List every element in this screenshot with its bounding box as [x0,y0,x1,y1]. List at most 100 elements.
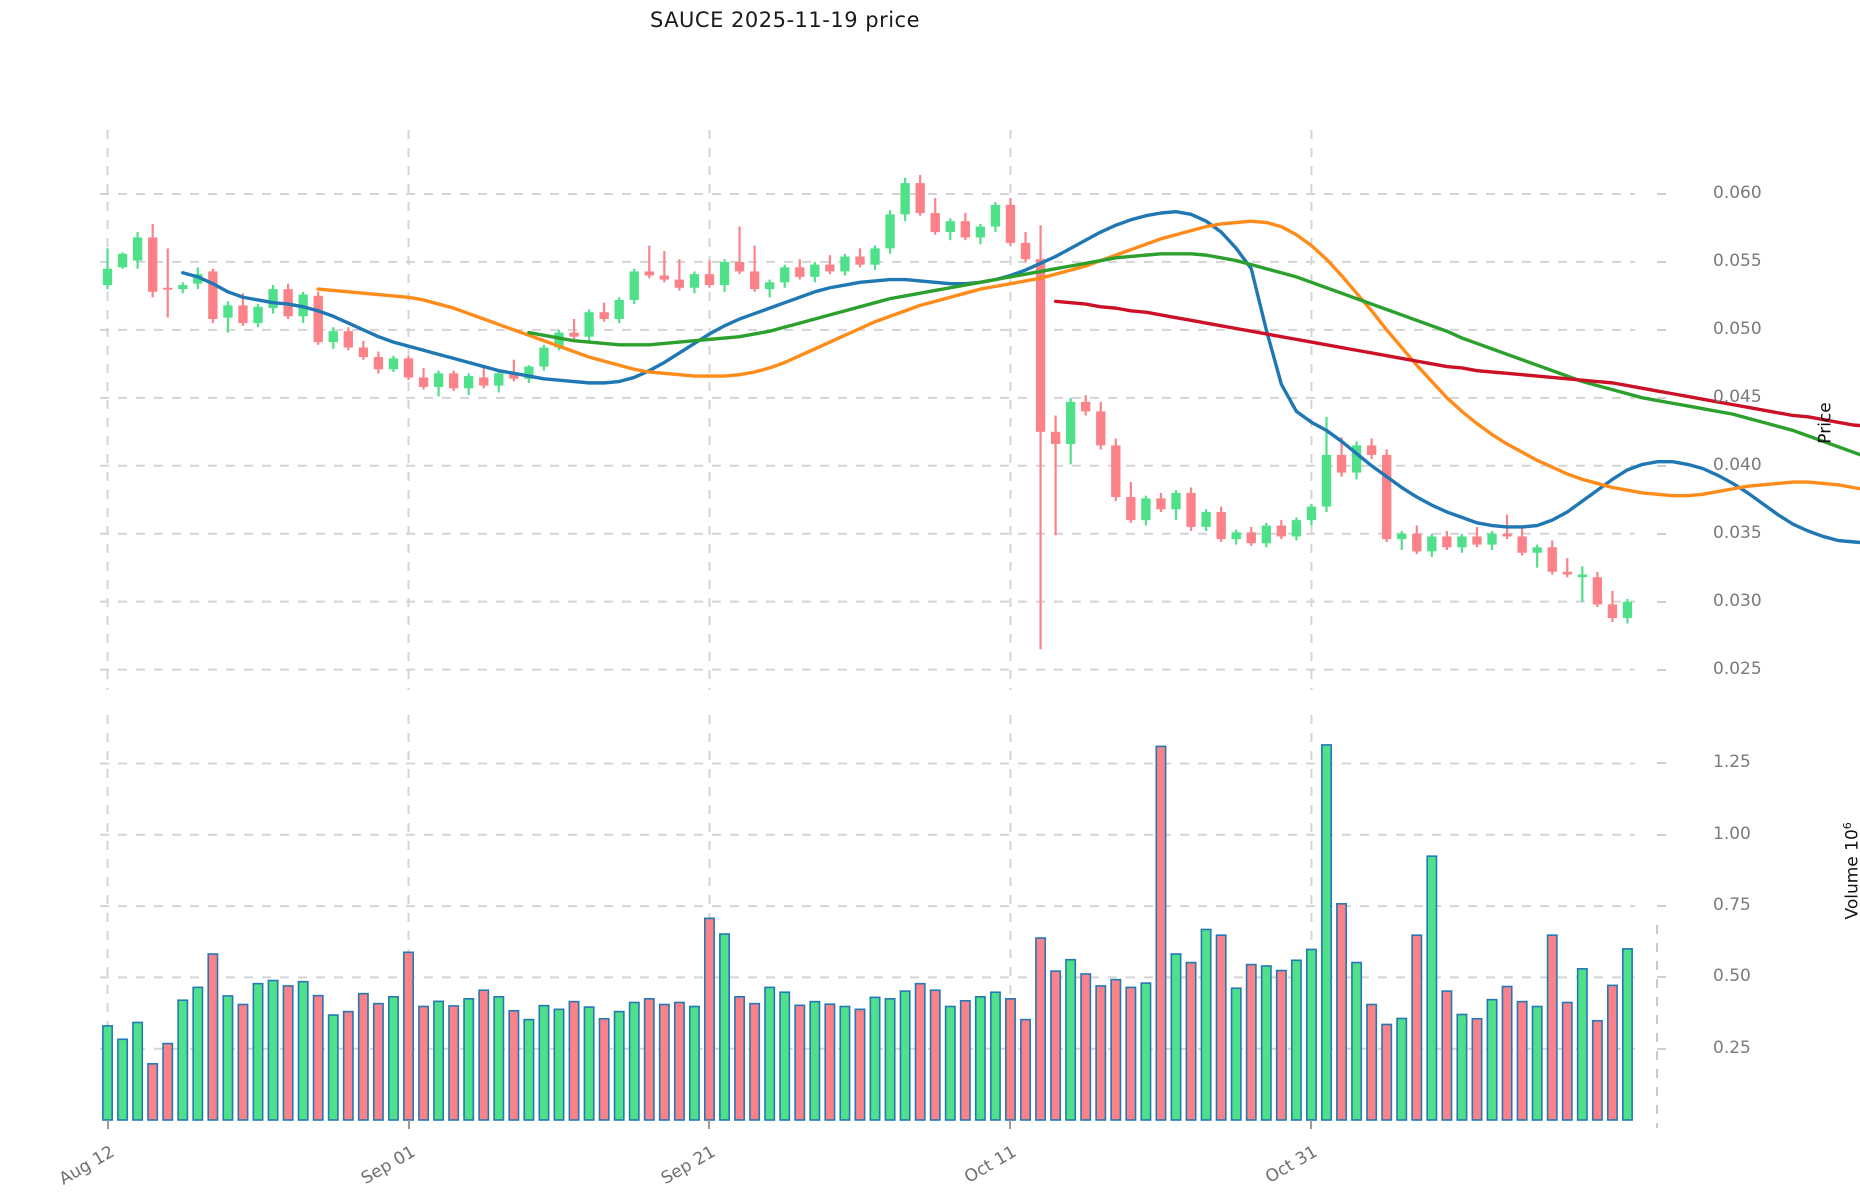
candlestick [539,347,549,367]
volume-bar [147,1063,159,1121]
candlestick [975,226,986,238]
candlestick [1216,511,1226,540]
axis-tick-label: 0.25 [1713,1037,1751,1058]
volume-bar [974,995,986,1121]
volume-bar [1336,903,1348,1121]
candlestick [1141,498,1151,521]
volume-bar [749,1002,761,1121]
volume-bar [658,1003,670,1121]
volume-bar [433,1000,445,1121]
candlestick [1336,454,1347,473]
volume-bar [1321,744,1332,1121]
volume-bar [779,991,791,1121]
candlestick [1547,547,1557,572]
volume-bar [944,1005,956,1121]
x-axis-tick-mark [407,1120,410,1129]
candlestick [945,221,955,233]
axis-tick-mark [1657,668,1703,671]
candlestick [825,264,835,272]
candlestick [403,358,414,378]
axis-tick-mark [1657,833,1703,836]
volume-bar [1005,997,1016,1121]
volume-bar [1366,1003,1378,1121]
volume-axis-title: Volume 106 [1841,822,1860,919]
axis-tick-mark [1657,464,1703,467]
volume-bar [1155,745,1167,1121]
volume-bar [1305,948,1317,1121]
candlestick [1156,498,1166,510]
candlestick [448,373,459,389]
candlestick [268,289,278,309]
volume-bar [869,996,881,1121]
volume-bar [357,992,369,1121]
volume-bar [1065,958,1077,1121]
candlestick [599,312,609,319]
volume-bar [673,1001,685,1121]
price-panel [100,130,1860,690]
candlestick [433,373,444,387]
volume-bar [1456,1013,1468,1121]
candlestick [960,221,970,238]
candlestick [780,267,790,283]
volume-bar [809,1000,821,1121]
volume-bar [1471,1017,1483,1121]
volume-bar [959,999,971,1121]
candlestick [1351,445,1362,473]
volume-bar [704,917,715,1121]
candlestick [343,331,353,348]
volume-bar [1200,928,1212,1121]
volume-bar [1411,934,1423,1121]
candlestick [1622,601,1633,618]
candlestick [765,282,775,290]
axis-tick-label: 0.050 [1713,318,1762,339]
axis-tick-label: 0.060 [1713,182,1762,203]
volume-bar [1516,1000,1528,1121]
x-axis-tick-mark [708,1120,711,1129]
candlestick [1427,536,1437,552]
candlestick [584,312,594,337]
axis-tick-mark [1657,1047,1703,1050]
candlestick [1562,571,1572,575]
volume-bar [914,982,926,1121]
volume-bar [1020,1018,1031,1121]
candlestick [855,256,865,265]
axis-tick-mark [1657,328,1703,331]
volume-bar [1561,1001,1573,1121]
candlestick [749,271,760,290]
candlestick [674,279,685,288]
volume-bar [222,995,234,1121]
volume-bar [1170,953,1182,1121]
candlestick [223,305,233,318]
axis-tick-label: 0.055 [1713,250,1762,271]
volume-bar [884,997,896,1121]
candlestick [734,261,745,272]
candlestick [1020,242,1031,260]
candlestick [990,204,1001,227]
volume-bar [523,1018,535,1121]
volume-bar [1215,934,1227,1121]
volume-bar [342,1010,354,1121]
axis-tick-label: 0.030 [1713,590,1762,611]
volume-bar [403,951,414,1121]
volume-bar [1035,937,1047,1121]
volume-bar [1245,963,1257,1121]
candlestick [479,377,489,386]
candlestick [629,271,639,300]
candlestick [313,295,323,343]
volume-bar [1622,948,1633,1121]
candlestick [464,376,474,389]
ma-line-ma_long [527,252,1860,457]
volume-bar [117,1038,129,1121]
axis-tick-label: 0.75 [1713,895,1751,916]
candlestick [689,274,700,288]
volume-bar [297,980,309,1121]
candlestick [373,357,384,370]
candlestick [328,331,338,343]
candlestick [554,332,564,348]
volume-bar [1591,1019,1603,1121]
volume-bar [1275,969,1287,1121]
volume-bar [613,1010,625,1121]
volume-bar [192,986,204,1121]
candlestick [1607,604,1618,618]
